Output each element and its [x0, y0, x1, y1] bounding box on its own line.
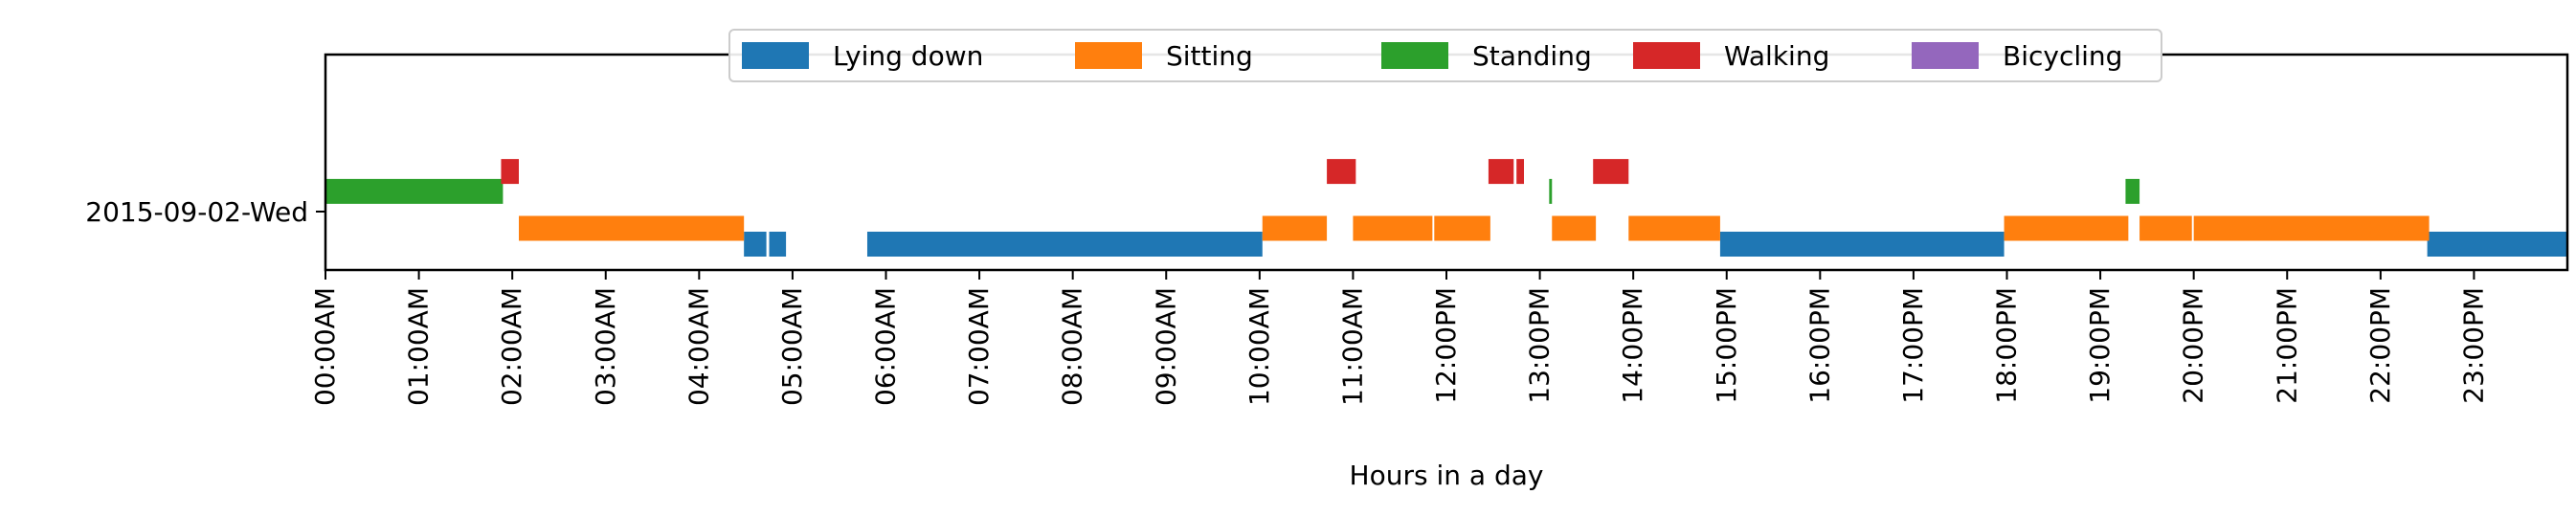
x-tick-label-21: 21:00PM: [2271, 287, 2302, 404]
activity-bars: [325, 159, 2568, 257]
bar-lying-down-4: [2427, 232, 2568, 257]
x-tick-label-22: 22:00PM: [2364, 287, 2396, 404]
bar-standing-0: [325, 178, 504, 204]
bar-walking-4: [1593, 159, 1629, 185]
x-tick-label-5: 05:00AM: [776, 287, 808, 406]
legend-swatch-walking: [1633, 42, 1700, 69]
x-tick-label-3: 03:00AM: [590, 287, 621, 406]
y-axis: 2015-09-02-Wed: [85, 196, 325, 228]
x-tick-label-9: 09:00AM: [1150, 287, 1181, 406]
bar-sitting-1: [1262, 215, 1328, 241]
legend-label-bicycling: Bicycling: [2003, 40, 2122, 72]
bar-walking-3: [1516, 159, 1524, 185]
bar-lying-down-1: [769, 232, 787, 257]
x-tick-label-17: 17:00PM: [1897, 287, 1929, 404]
bar-standing-1: [1549, 178, 1553, 204]
bar-lying-down-2: [866, 232, 1263, 257]
x-tick-label-20: 20:00PM: [2178, 287, 2209, 404]
legend: Lying down Sitting Standing Walking Bicyclin…: [728, 29, 2162, 82]
y-tick-label-0: 2015-09-02-Wed: [85, 196, 308, 228]
x-tick-label-11: 11:00AM: [1336, 287, 1368, 406]
bar-lying-down-0: [744, 232, 767, 257]
x-tick-label-4: 04:00AM: [683, 287, 714, 406]
x-tick-label-23: 23:00PM: [2457, 287, 2489, 404]
legend-label-standing: Standing: [1472, 40, 1592, 72]
bar-sitting-0: [519, 215, 745, 241]
x-tick-label-13: 13:00PM: [1524, 287, 1556, 404]
x-tick-label-19: 19:00PM: [2084, 287, 2116, 404]
bar-sitting-6: [2004, 215, 2129, 241]
x-tick-label-2: 02:00AM: [496, 287, 527, 406]
bar-sitting-3: [1434, 215, 1490, 241]
x-tick-label-12: 12:00PM: [1430, 287, 1462, 404]
bar-walking-1: [1327, 159, 1356, 185]
bar-walking-2: [1488, 159, 1514, 185]
x-tick-label-14: 14:00PM: [1617, 287, 1648, 404]
legend-label-walking: Walking: [1724, 40, 1829, 72]
x-tick-label-15: 15:00PM: [1711, 287, 1742, 404]
bar-sitting-7: [2139, 215, 2192, 241]
bar-sitting-2: [1353, 215, 1433, 241]
x-tick-label-16: 16:00PM: [1803, 287, 1835, 404]
legend-label-sitting: Sitting: [1166, 40, 1253, 72]
x-tick-label-1: 01:00AM: [403, 287, 435, 406]
bar-walking-0: [501, 159, 519, 185]
x-axis: 00:00AM 01:00AM 02:00AM 03:00AM 04:00AM 05:00…: [309, 270, 2489, 406]
bar-sitting-5: [1628, 215, 1720, 241]
legend-swatch-lying-down: [742, 42, 809, 69]
legend-swatch-bicycling: [1912, 42, 1979, 69]
legend-swatch-standing: [1381, 42, 1448, 69]
legend-swatch-sitting: [1075, 42, 1142, 69]
bar-sitting-4: [1552, 215, 1597, 241]
x-tick-label-0: 00:00AM: [309, 287, 341, 406]
x-tick-label-7: 07:00AM: [963, 287, 995, 406]
x-tick-label-18: 18:00PM: [1991, 287, 2023, 404]
bar-sitting-8: [2193, 215, 2430, 241]
legend-label-lying-down: Lying down: [833, 40, 983, 72]
x-tick-label-10: 10:00AM: [1243, 287, 1275, 406]
x-axis-label: Hours in a day: [1350, 460, 1544, 491]
bar-standing-2: [2125, 178, 2140, 204]
x-tick-label-6: 06:00AM: [870, 287, 902, 406]
x-tick-label-8: 08:00AM: [1057, 287, 1088, 406]
bar-lying-down-3: [1719, 232, 2005, 257]
